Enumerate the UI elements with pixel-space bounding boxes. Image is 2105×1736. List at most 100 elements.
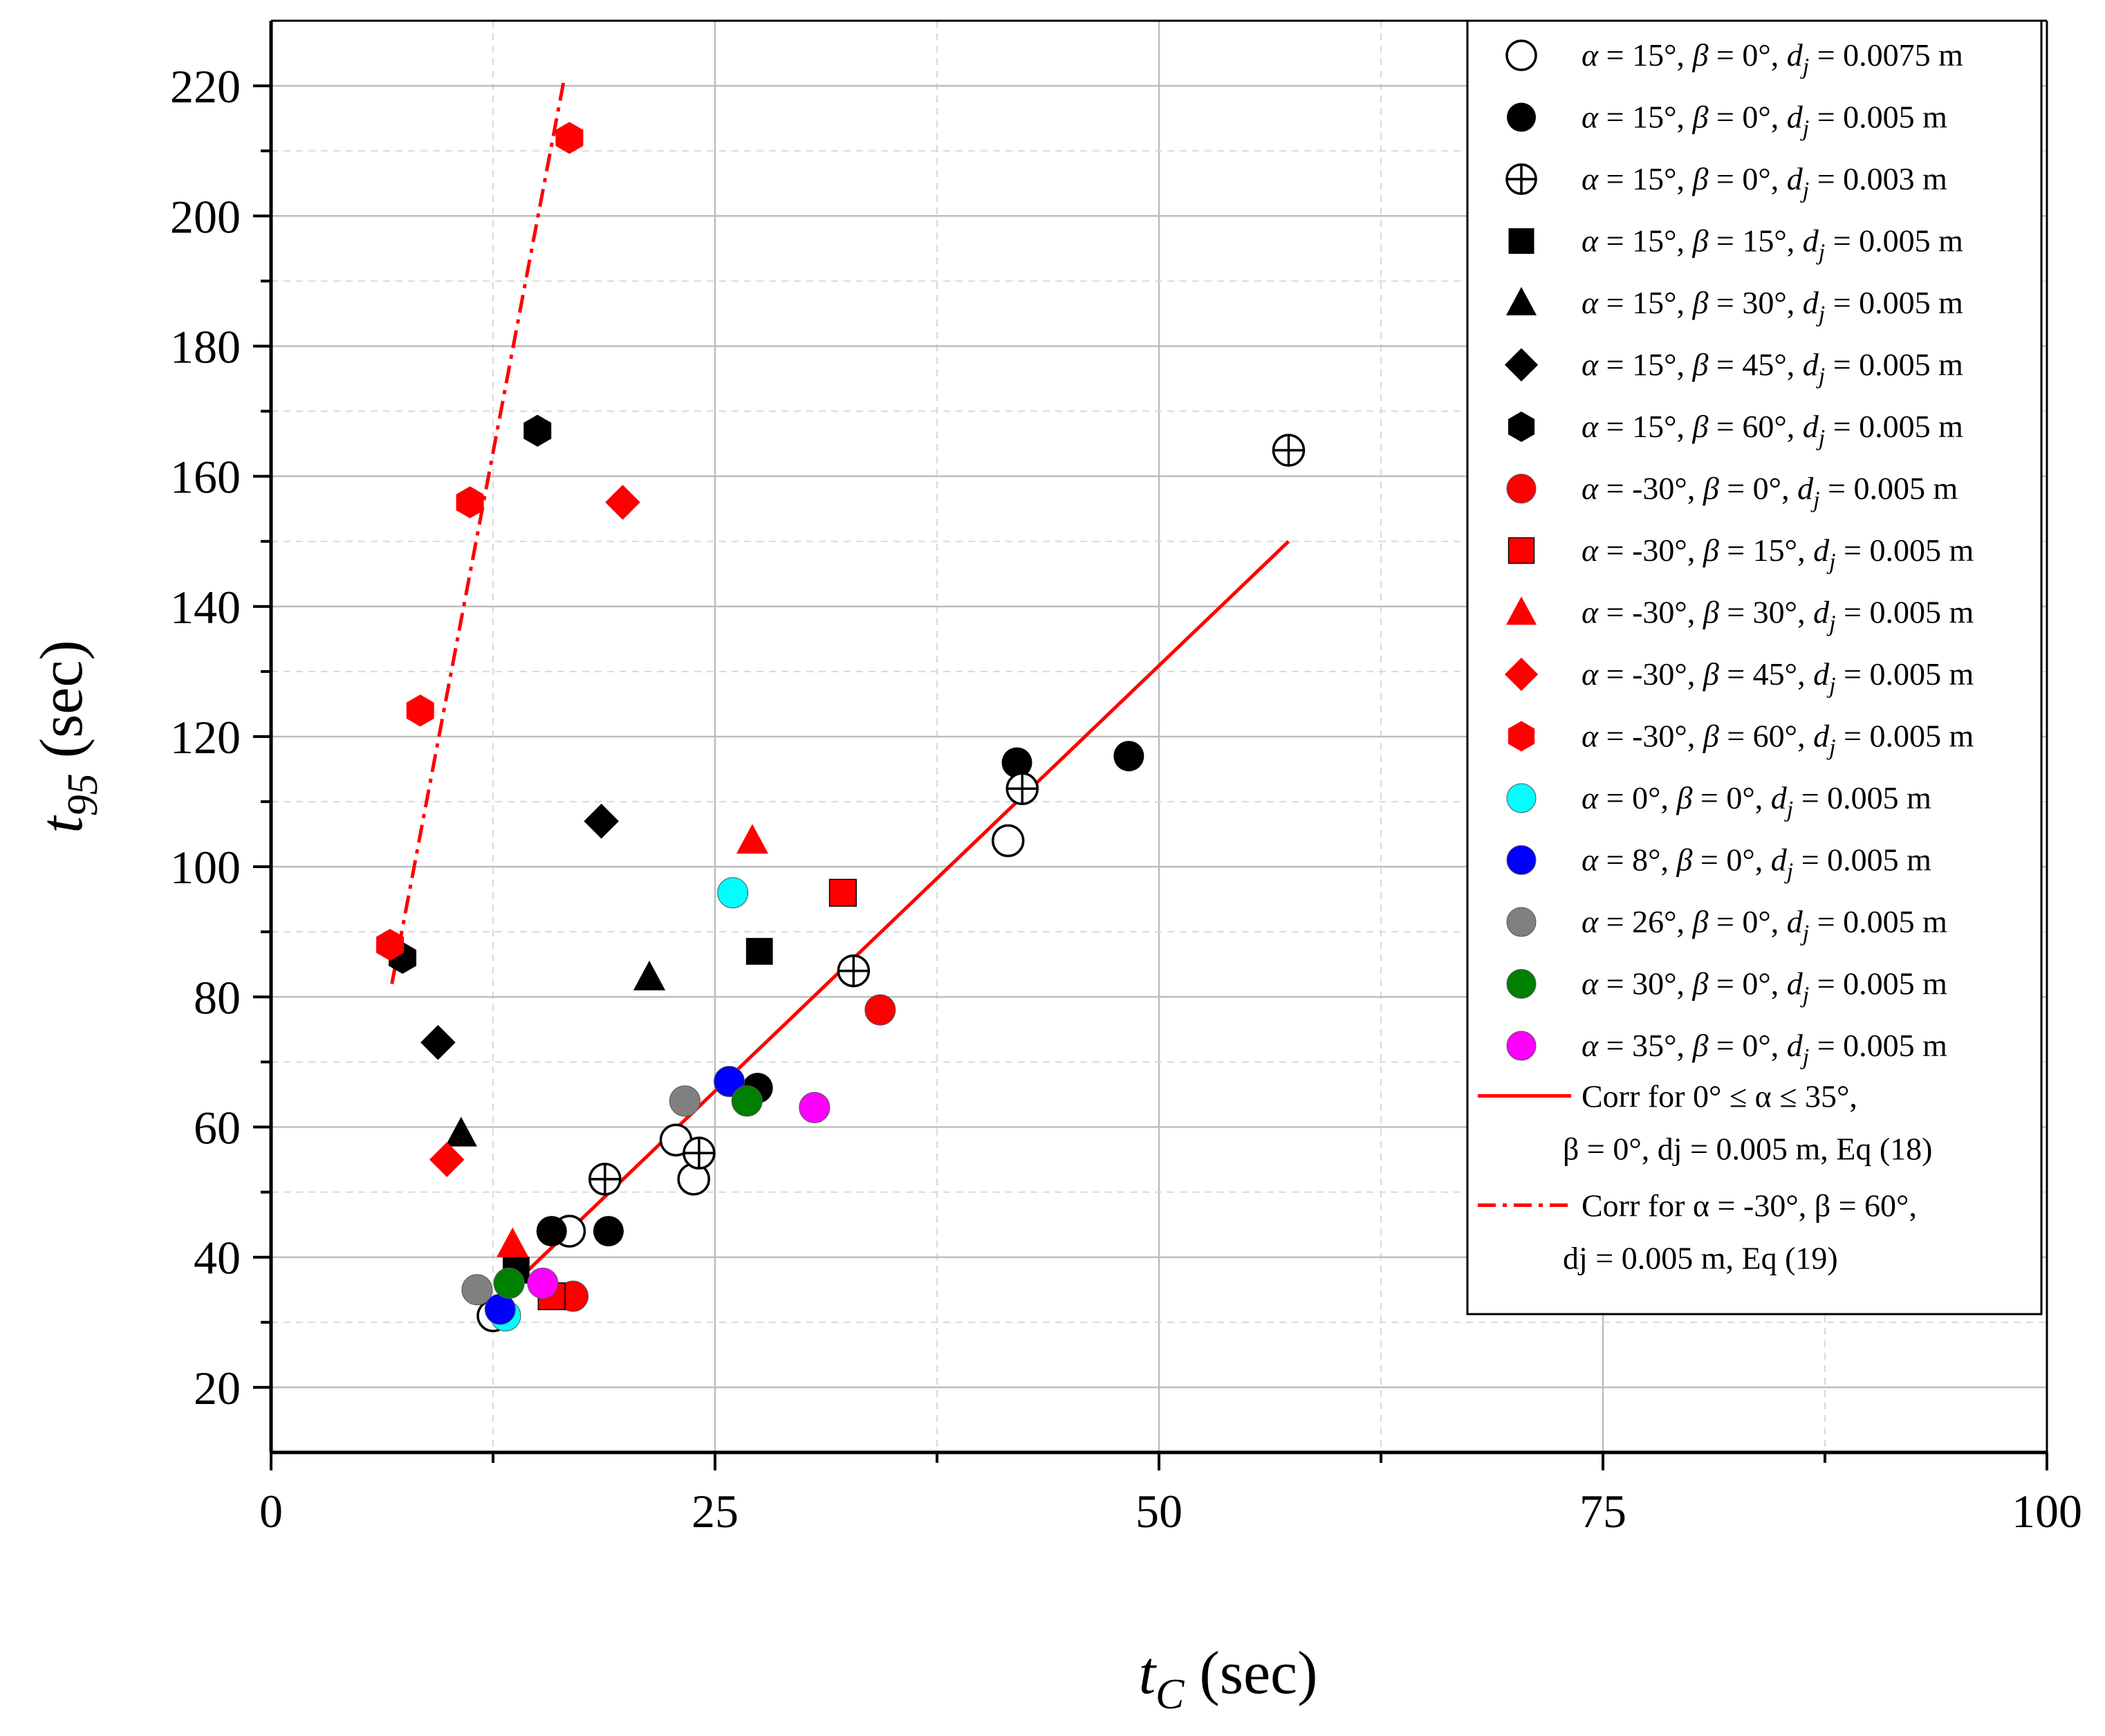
y-tick-label: 140 [170,581,241,634]
legend-beta-symbol: β [1703,719,1719,754]
legend-d-sub: j [1816,425,1825,451]
y-axis-title-sub: 95 [59,773,106,816]
legend-d-symbol: d [1813,533,1830,568]
legend-alpha-value: = -30°, [1598,595,1703,630]
y-tick-label: 80 [194,971,241,1024]
legend-d-value: = 0.0075 m [1809,37,1963,73]
legend-alpha-symbol: α [1582,1028,1599,1063]
legend-alpha-value: = -30°, [1598,471,1703,506]
x-axis-title-sub: C [1156,1671,1185,1718]
x-tick-label: 0 [259,1485,283,1538]
legend-d-symbol: d [1813,719,1830,754]
legend-d-value: = 0.005 m [1809,1028,1947,1063]
legend-alpha-value: = 15°, [1598,223,1692,259]
legend-d-symbol: d [1787,100,1803,135]
data-point-s16-2 [731,1085,763,1117]
x-tick-label: 75 [1579,1485,1626,1538]
legend-beta-symbol: β [1692,161,1709,196]
legend-d-symbol: d [1803,285,1819,320]
legend-d-sub: j [1800,983,1809,1008]
legend-alpha-value: = 30°, [1598,966,1692,1001]
x-axis-title: tC (sec) [1139,1640,1318,1718]
legend-marker-13 [1506,783,1537,813]
legend-d-value: = 0.005 m [1825,347,1963,382]
legend-beta-symbol: β [1692,223,1709,259]
legend-beta-symbol: β [1703,471,1719,506]
y-tick-label: 200 [170,190,241,243]
legend-entry-15: α = 26°, β = 0°, dj = 0.005 m [1506,904,1947,946]
legend-corr2-line1: Corr for α = -30°, β = 60°, [1582,1188,1917,1223]
legend-beta-symbol: β [1692,904,1709,939]
data-point-s2-4 [1001,747,1032,778]
legend-entry-13: α = 0°, β = 0°, dj = 0.005 m [1506,780,1931,822]
data-point-s3-3 [837,954,871,988]
legend-d-sub: j [1784,859,1793,885]
legend-d-symbol: d [1803,223,1819,259]
legend-alpha-value: = 15°, [1598,161,1692,196]
data-point-s5-1 [445,1116,477,1147]
legend-d-sub: j [1816,302,1825,327]
legend-label: α = 15°, β = 0°, dj = 0.005 m [1582,100,1947,142]
legend-beta-value: = 0°, [1692,842,1770,878]
legend-alpha-value: = 15°, [1598,285,1692,320]
legend-beta-value: = 15°, [1708,223,1802,259]
legend-marker-15 [1506,907,1537,937]
legend-alpha-symbol: α [1582,347,1599,382]
legend-beta-symbol: β [1676,842,1693,878]
y-axis-title-main: t [28,815,95,833]
y-axis-title: t95 (sec) [28,640,106,833]
axis-titles: tC (sec) t95(sec) [28,640,1317,1718]
legend-label: α = 15°, β = 0°, dj = 0.0075 m [1582,37,1963,80]
data-point-s3-4 [1005,772,1039,806]
legend-d-symbol: d [1813,595,1830,630]
legend-marker-10 [1505,596,1537,625]
legend-entry-9: α = -30°, β = 15°, dj = 0.005 m [1508,533,1974,575]
x-tick-label: 50 [1135,1485,1183,1538]
legend-entry-8: α = -30°, β = 0°, dj = 0.005 m [1506,471,1958,513]
legend-alpha-value: = -30°, [1598,533,1703,568]
legend-d-value: = 0.005 m [1793,780,1931,815]
legend-d-symbol: d [1771,780,1788,815]
legend-d-value: = 0.005 m [1836,533,1974,568]
legend-beta-symbol: β [1703,656,1719,692]
legend-marker-2 [1507,102,1536,132]
y-tick-label: 20 [194,1362,241,1414]
legend-beta-value: = 0°, [1708,37,1786,73]
legend-beta-symbol: β [1703,595,1719,630]
legend-alpha-symbol: α [1582,100,1599,135]
legend-d-value: = 0.005 m [1809,904,1947,939]
legend-d-sub: j [1826,611,1835,637]
data-point-s7-2 [523,414,552,447]
legend-alpha-symbol: α [1582,37,1599,73]
legend-label: α = 0°, β = 0°, dj = 0.005 m [1582,780,1931,822]
legend-alpha-value: = 0°, [1598,780,1676,815]
legend-d-symbol: d [1803,347,1819,382]
legend-d-symbol: d [1787,1028,1803,1063]
legend-d-symbol: d [1803,409,1819,444]
legend-corr1-line2: β = 0°, dj = 0.005 m, Eq (18) [1563,1132,1932,1167]
legend-alpha-symbol: α [1582,904,1599,939]
data-point-s3-2 [683,1136,716,1170]
data-point-s15-1 [461,1274,493,1306]
legend-beta-symbol: β [1692,409,1709,444]
legend-beta-symbol: β [1692,966,1709,1001]
legend-d-sub: j [1800,116,1809,142]
data-point-s13-2 [717,877,749,909]
legend-d-value: = 0.005 m [1809,100,1947,135]
legend-beta-value: = 0°, [1708,1028,1786,1063]
data-point-s4-2 [745,938,773,965]
y-tick-label: 220 [170,60,241,113]
legend-d-value: = 0.005 m [1809,966,1947,1001]
legend-entry-2: α = 15°, β = 0°, dj = 0.005 m [1507,100,1947,142]
y-tick-label: 60 [194,1102,241,1154]
legend-beta-value: = 60°, [1708,409,1802,444]
legend-entry-3: α = 15°, β = 0°, dj = 0.003 m [1505,161,1947,203]
legend-alpha-value: = -30°, [1598,719,1703,754]
legend-beta-symbol: β [1692,37,1709,73]
legend-entry-7: α = 15°, β = 60°, dj = 0.005 m [1508,409,1963,451]
legend-entry-12: α = -30°, β = 60°, dj = 0.005 m [1508,719,1974,761]
data-point-s12-1 [376,928,405,961]
legend-alpha-value: = -30°, [1598,656,1703,692]
legend-beta-symbol: β [1692,100,1709,135]
legend-label: α = 26°, β = 0°, dj = 0.005 m [1582,904,1947,946]
